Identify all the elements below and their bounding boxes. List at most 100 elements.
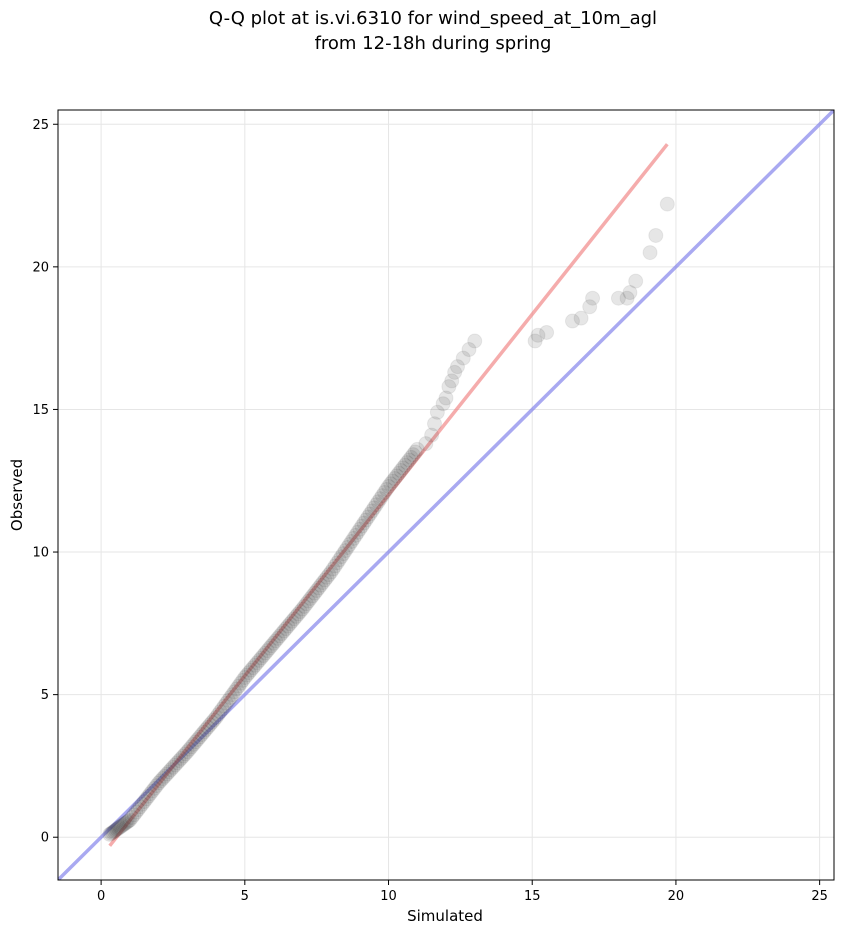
qq-point	[619, 290, 635, 306]
qq-point	[325, 561, 341, 577]
plot-area-frame	[57, 109, 835, 881]
qq-point	[208, 709, 224, 725]
qq-point	[427, 416, 443, 432]
qq-point	[405, 447, 421, 463]
qq-point	[455, 350, 471, 366]
qq-point	[132, 799, 148, 815]
qq-point	[294, 601, 310, 617]
qq-point	[319, 569, 335, 585]
qq-point	[387, 471, 403, 486]
qq-point	[231, 678, 247, 694]
y-tick-label: 0	[41, 831, 49, 846]
qq-point	[298, 596, 314, 612]
qq-point	[610, 290, 626, 306]
qq-point	[192, 729, 208, 745]
qq-point	[573, 310, 589, 326]
qq-point	[107, 822, 123, 838]
qq-point	[115, 817, 131, 833]
y-tick-label: 15	[32, 403, 49, 418]
qq-point	[449, 359, 465, 375]
qq-point	[183, 739, 199, 755]
qq-point	[628, 273, 644, 289]
qq-point	[539, 324, 555, 340]
qq-point	[409, 441, 425, 457]
qq-point	[146, 780, 162, 796]
qq-point	[429, 404, 445, 420]
qq-point	[441, 379, 457, 395]
qq-point	[362, 506, 378, 522]
x-tick-label: 5	[241, 889, 249, 904]
qq-point	[155, 771, 171, 787]
qq-point	[397, 457, 413, 473]
qq-point	[329, 555, 345, 571]
qq-point	[307, 585, 323, 601]
qq-point	[159, 766, 175, 782]
qq-point	[339, 540, 355, 556]
qq-point	[383, 476, 399, 492]
qq-point	[210, 707, 226, 723]
x-tick-label: 25	[811, 889, 828, 904]
qq-point	[161, 764, 177, 780]
y-tick-label: 20	[32, 260, 49, 275]
qq-point	[261, 640, 277, 656]
qq-point	[144, 783, 160, 799]
qq-point	[344, 533, 360, 549]
qq-point	[350, 524, 366, 540]
chart-title-line-1: Q-Q plot at is.vi.6310 for wind_speed_at…	[209, 8, 657, 29]
qq-point	[381, 478, 397, 494]
qq-point	[268, 633, 284, 649]
qq-point	[102, 826, 118, 842]
qq-point	[342, 537, 358, 552]
qq-point	[257, 645, 273, 661]
qq-point	[335, 546, 351, 562]
reference-line-layer	[58, 110, 834, 880]
qq-point	[331, 552, 347, 568]
qq-point	[356, 515, 372, 531]
qq-point	[327, 558, 343, 574]
qq-point	[196, 724, 212, 740]
y-tick-label: 5	[41, 688, 49, 703]
qq-point	[243, 662, 259, 678]
qq-point	[153, 773, 169, 789]
qq-point	[255, 648, 271, 664]
qq-point	[113, 818, 129, 834]
qq-point	[374, 488, 390, 504]
qq-point	[315, 575, 331, 591]
qq-point	[173, 750, 189, 766]
qq-point	[259, 643, 275, 659]
qq-point	[266, 635, 282, 651]
fit-line-layer	[108, 143, 669, 847]
qq-point	[245, 660, 261, 676]
qq-point	[438, 390, 454, 406]
qq-point	[444, 373, 460, 389]
qq-point	[112, 819, 128, 835]
qq-point	[116, 816, 132, 832]
qq-point	[118, 815, 134, 831]
qq-point	[235, 672, 251, 688]
qq-point	[321, 567, 337, 583]
qq-point	[435, 396, 451, 412]
qq-point	[241, 665, 257, 681]
qq-point	[418, 436, 434, 452]
qq-point	[272, 628, 288, 644]
qq-point	[313, 577, 329, 593]
qq-point	[401, 452, 417, 468]
x-tick-label: 20	[668, 889, 685, 904]
qq-point	[370, 494, 386, 510]
qq-point	[585, 290, 601, 306]
qq-point	[138, 791, 154, 807]
qq-point	[134, 796, 150, 812]
qq-point	[391, 465, 407, 481]
qq-point	[110, 820, 126, 836]
qq-point	[648, 227, 664, 243]
qq-point	[348, 527, 364, 543]
qq-point	[222, 689, 238, 705]
qq-point	[424, 427, 440, 443]
x-tick-label: 10	[380, 889, 397, 904]
qq-point	[124, 809, 140, 825]
qq-point	[376, 485, 392, 501]
qq-point	[309, 583, 325, 599]
qq-point	[157, 768, 173, 784]
